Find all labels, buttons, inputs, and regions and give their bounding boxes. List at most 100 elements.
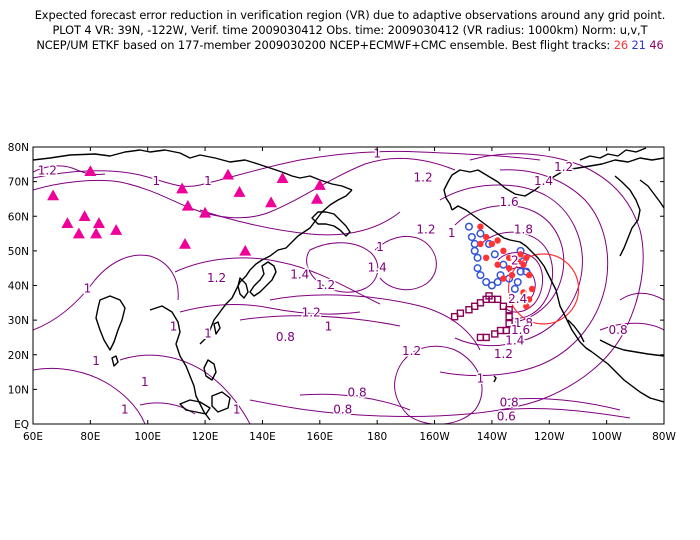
contour-label: 1.2 <box>207 271 226 285</box>
lat-label: 30N <box>8 315 29 327</box>
contour-line <box>174 257 381 305</box>
contour-line <box>374 235 437 291</box>
contour-label: 0.8 <box>333 403 352 417</box>
dot-marker <box>525 296 533 303</box>
contour-label: 2.4 <box>508 292 527 306</box>
triangle-marker <box>84 165 97 177</box>
contour-line <box>306 242 379 293</box>
contour-line <box>33 157 456 219</box>
dot-marker <box>517 251 524 258</box>
coastline-north-america-north <box>451 157 664 197</box>
triangle-marker <box>313 179 326 190</box>
contour-labels: 1.21 111.21.21.41.21.61.822.41.81.61.41.2… <box>36 146 629 424</box>
coastline-alaska <box>451 205 545 267</box>
header-line-3: NCEP/UM ETKF based on 177-member 2009030… <box>0 38 700 53</box>
contour-label: 1.4 <box>368 261 387 275</box>
square-marker <box>485 292 493 300</box>
contour-label: 1 <box>448 226 456 240</box>
contour-line <box>139 402 196 415</box>
contour-line <box>199 209 401 236</box>
dot-marker <box>477 240 484 248</box>
triangle-marker <box>92 217 105 228</box>
coastline-korea <box>237 277 249 299</box>
verification-region-circle <box>507 253 580 325</box>
lon-label: 160W <box>419 431 450 443</box>
lat-label: 80N <box>8 142 29 154</box>
coastline-hawaii <box>493 375 497 383</box>
contour-line <box>499 397 621 411</box>
contour-label: 1.8 <box>514 316 533 330</box>
coastline-sri-lanka <box>111 355 119 367</box>
contour-label: 1.2 <box>316 278 335 292</box>
contour-line <box>439 184 583 347</box>
dot-marker <box>508 271 516 279</box>
square-marker <box>491 330 499 338</box>
triangle-marker <box>78 210 91 222</box>
dot-marker <box>494 237 501 244</box>
contour-line <box>439 169 609 377</box>
contour-line <box>179 304 361 315</box>
triangle-marker <box>176 182 189 194</box>
coastline-hudson <box>614 175 641 257</box>
contour-label: 1 <box>84 281 92 295</box>
coastline-asia-north <box>33 149 353 191</box>
coastline-gulf <box>599 339 664 357</box>
dot-marker <box>523 254 530 261</box>
contour-label: 0.8 <box>276 330 295 344</box>
contour-label: 0.8 <box>609 323 628 337</box>
circle-marker <box>516 267 525 276</box>
contour-label: 1.2 <box>302 306 321 320</box>
contour-label: 1 <box>373 146 381 160</box>
contour-label: 1 <box>376 240 384 254</box>
contour-label: 1.4 <box>505 333 524 347</box>
axis-ticks <box>32 146 665 425</box>
lon-label: 80W <box>652 431 676 443</box>
triangle-marker <box>179 237 192 249</box>
circle-marker <box>476 271 485 280</box>
coastline-philippines <box>203 359 217 381</box>
lat-label: 10N <box>8 384 29 396</box>
contour-line <box>239 315 401 327</box>
square-marker <box>493 295 502 304</box>
lat-label: 20N <box>8 350 29 362</box>
coastline-labrador <box>639 179 664 209</box>
lat-label: 50N <box>8 246 29 258</box>
contour-label: 1.4 <box>290 268 309 282</box>
contour-label: 1.2 <box>414 171 433 185</box>
circle-marker <box>487 281 496 290</box>
track-a-label: 26 <box>613 38 628 52</box>
triangle-marker <box>265 196 278 208</box>
contour-label: 0.8 <box>500 396 519 410</box>
square-marker <box>505 319 513 328</box>
contour-line <box>619 292 664 301</box>
contour-line <box>269 294 481 351</box>
contour-line <box>499 407 631 419</box>
triangle-marker <box>90 227 103 239</box>
dot-marker <box>505 254 513 261</box>
coastline-central-america <box>591 351 664 403</box>
contour-label: 1 <box>121 403 129 417</box>
coastline-kamchatka <box>311 211 351 237</box>
dot-marker <box>477 223 484 230</box>
dot-marker <box>520 261 527 268</box>
dot-marker <box>525 271 533 279</box>
dot-marker <box>514 258 521 265</box>
triangle-marker <box>222 168 235 180</box>
triangle-marker <box>181 199 194 211</box>
dot-marker <box>488 240 496 248</box>
contour-label: 1.4 <box>534 174 553 188</box>
triangle-marker <box>47 189 60 201</box>
circle-marker <box>493 277 502 287</box>
triangle-markers <box>47 165 326 256</box>
contour-label: 1 <box>141 375 149 389</box>
lon-label: 180 <box>367 431 387 443</box>
contour-label: 1.2 <box>554 160 573 174</box>
coastlines <box>33 147 664 421</box>
lon-label: 120W <box>534 431 565 443</box>
dot-marker <box>520 289 527 296</box>
dot-marker <box>482 233 490 241</box>
triangle-marker <box>72 227 85 239</box>
contour-line <box>299 393 411 411</box>
coastline-baja <box>567 319 585 343</box>
plot-header: Expected forecast error reduction in ver… <box>0 8 700 53</box>
